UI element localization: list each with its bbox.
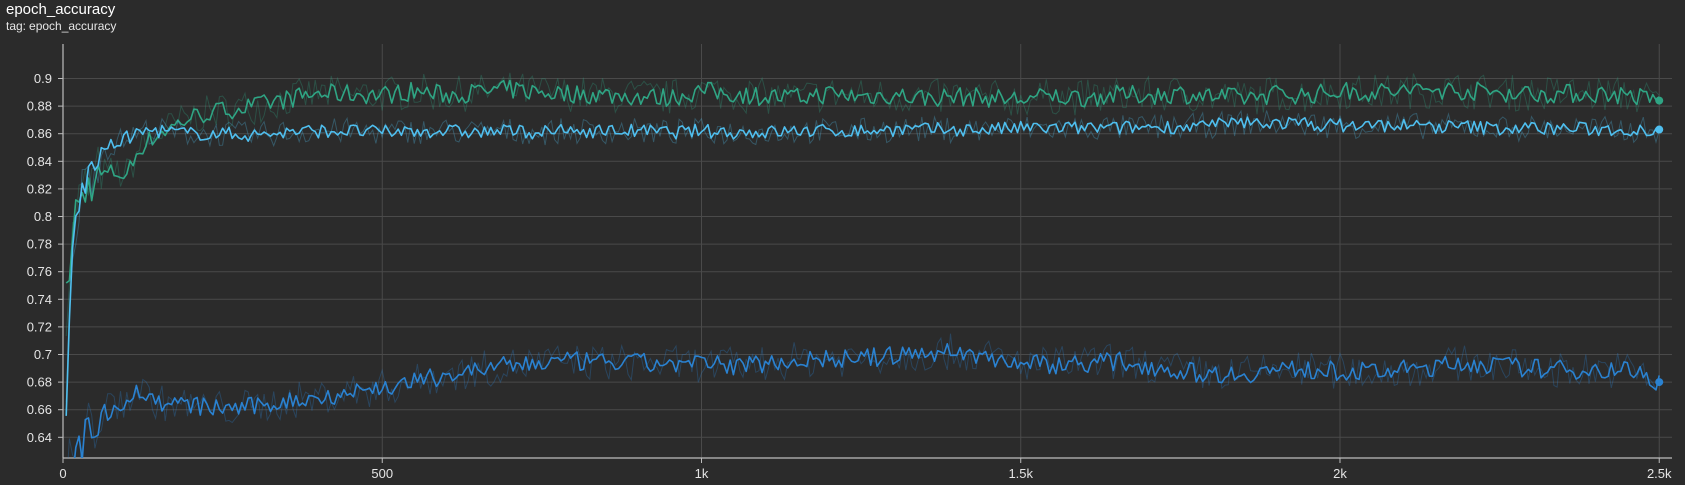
- x-tick-label: 2.5k: [1647, 466, 1672, 481]
- y-tick-label: 0.72: [27, 319, 52, 334]
- y-tick-label: 0.64: [27, 430, 52, 445]
- y-tick-label: 0.84: [27, 154, 52, 169]
- x-tick-label: 2k: [1333, 466, 1347, 481]
- y-tick-label: 0.86: [27, 126, 52, 141]
- series-end-marker[interactable]: [1655, 96, 1664, 105]
- series-line[interactable]: [65, 116, 1660, 416]
- y-tick-label: 0.7: [34, 347, 52, 362]
- x-tick-label: 500: [371, 466, 393, 481]
- chart-tag: tag: epoch_accuracy: [6, 19, 116, 33]
- y-tick-label: 0.74: [27, 292, 52, 307]
- y-tick-label: 0.9: [34, 71, 52, 86]
- y-tick-label: 0.66: [27, 402, 52, 417]
- axes: [58, 44, 1672, 463]
- series-line[interactable]: [66, 342, 1660, 479]
- series-end-marker[interactable]: [1655, 378, 1664, 387]
- x-tick-label: 1k: [695, 466, 709, 481]
- y-tick-label: 0.88: [27, 99, 52, 114]
- chart-title: epoch_accuracy: [6, 1, 116, 18]
- y-tick-label: 0.78: [27, 237, 52, 252]
- tag-value: epoch_accuracy: [29, 19, 117, 33]
- y-tick-label: 0.68: [27, 375, 52, 390]
- x-tick-label: 0: [59, 466, 66, 481]
- y-tick-label: 0.76: [27, 264, 52, 279]
- grid-lines: [62, 44, 1672, 458]
- y-tick-label: 0.82: [27, 181, 52, 196]
- series-group: [65, 72, 1660, 479]
- x-tick-label: 1.5k: [1008, 466, 1033, 481]
- tag-prefix: tag:: [6, 19, 27, 33]
- series-end-marker[interactable]: [1655, 125, 1664, 134]
- series-raw-line: [65, 109, 1660, 403]
- card-header: epoch_accuracy tag: epoch_accuracy: [6, 1, 116, 33]
- series-line[interactable]: [65, 79, 1660, 284]
- series-raw-line: [65, 72, 1660, 337]
- tick-labels: 0.64 0.66 0.68 0.7 0.72 0.74 0.76 0.78 0.8 0.82 0.…: [27, 71, 1672, 481]
- y-tick-label: 0.8: [34, 209, 52, 224]
